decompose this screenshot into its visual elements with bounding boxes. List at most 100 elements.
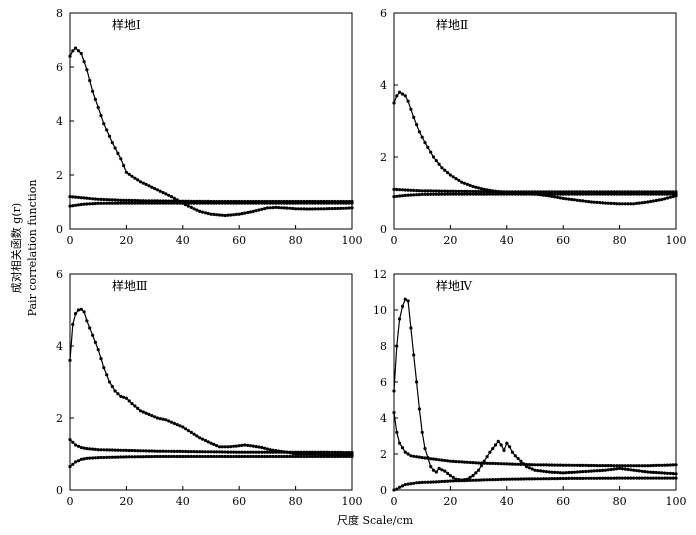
data-point <box>654 470 658 475</box>
data-point <box>448 173 452 177</box>
data-point <box>277 206 281 210</box>
data-point <box>598 464 602 468</box>
data-point <box>584 463 588 467</box>
data-point <box>510 190 514 194</box>
data-point <box>572 190 577 194</box>
data-point <box>524 192 529 196</box>
data-point <box>603 464 608 468</box>
series-observed <box>68 307 354 457</box>
data-point <box>640 476 644 480</box>
data-point <box>122 448 126 452</box>
data-point <box>234 201 238 205</box>
data-point <box>150 201 154 205</box>
data-point <box>403 94 407 98</box>
data-point <box>398 194 402 198</box>
data-point <box>223 450 227 454</box>
data-point <box>615 192 619 196</box>
data-point <box>649 476 653 480</box>
data-point <box>124 201 128 205</box>
data-point <box>471 184 475 189</box>
data-point <box>660 471 664 475</box>
data-point <box>226 201 230 205</box>
data-point <box>71 440 75 444</box>
data-point <box>575 470 579 474</box>
data-point <box>446 192 450 196</box>
series-lower-envelope <box>392 476 678 492</box>
data-point <box>302 201 306 205</box>
data-point <box>513 192 517 196</box>
data-point <box>339 450 343 454</box>
data-point <box>657 190 661 194</box>
data-point <box>223 201 227 205</box>
series-line <box>393 298 677 481</box>
data-point <box>395 187 399 192</box>
data-point <box>344 206 348 210</box>
plot-frame <box>69 273 353 491</box>
data-point <box>457 192 461 196</box>
data-point <box>339 201 343 205</box>
data-point <box>496 192 500 196</box>
data-point <box>493 192 498 196</box>
data-point <box>429 189 433 193</box>
data-point <box>105 448 109 452</box>
data-point <box>99 114 103 118</box>
data-point <box>327 201 331 205</box>
data-point <box>615 190 619 194</box>
data-point <box>479 464 483 468</box>
x-tick-label: 60 <box>556 495 570 508</box>
data-point <box>426 189 430 193</box>
data-point <box>674 192 678 196</box>
data-point <box>102 448 106 452</box>
x-tick-label: 0 <box>391 234 398 247</box>
data-point <box>527 463 532 467</box>
data-point <box>310 450 315 454</box>
data-point <box>623 464 627 468</box>
data-point <box>215 201 219 205</box>
data-point <box>122 164 126 168</box>
data-point <box>409 188 413 192</box>
data-point <box>553 190 557 194</box>
data-point <box>584 190 588 194</box>
data-point <box>130 455 134 459</box>
data-point <box>431 468 436 472</box>
data-point <box>440 468 444 472</box>
data-point <box>105 198 109 202</box>
data-point <box>209 454 213 459</box>
data-point <box>629 192 633 196</box>
data-point <box>629 468 633 472</box>
data-point <box>403 297 407 301</box>
x-tick-label: 40 <box>176 234 190 247</box>
data-point <box>263 454 267 459</box>
x-tick-label: 0 <box>391 495 398 508</box>
data-point <box>556 195 560 199</box>
data-point <box>215 454 219 459</box>
data-point <box>271 206 275 210</box>
data-point <box>169 420 174 424</box>
data-point <box>209 212 213 216</box>
data-point <box>665 471 670 475</box>
data-point <box>443 189 447 193</box>
data-point <box>488 192 492 196</box>
data-point <box>200 201 205 205</box>
data-point <box>299 450 303 454</box>
data-point <box>220 201 224 205</box>
data-point <box>454 460 458 464</box>
data-point <box>254 454 258 459</box>
x-tick-label: 100 <box>666 495 687 508</box>
data-point <box>246 450 250 454</box>
data-point <box>127 172 131 176</box>
data-point <box>482 190 486 194</box>
data-point <box>209 450 213 454</box>
data-point <box>620 467 625 471</box>
data-point <box>649 464 653 468</box>
data-point <box>350 451 354 455</box>
data-point <box>302 450 306 454</box>
data-point <box>330 454 334 459</box>
data-point <box>558 471 563 475</box>
data-point <box>181 425 185 429</box>
data-point <box>133 201 137 205</box>
data-point <box>485 455 489 459</box>
data-point <box>510 462 514 466</box>
data-point <box>155 454 159 459</box>
